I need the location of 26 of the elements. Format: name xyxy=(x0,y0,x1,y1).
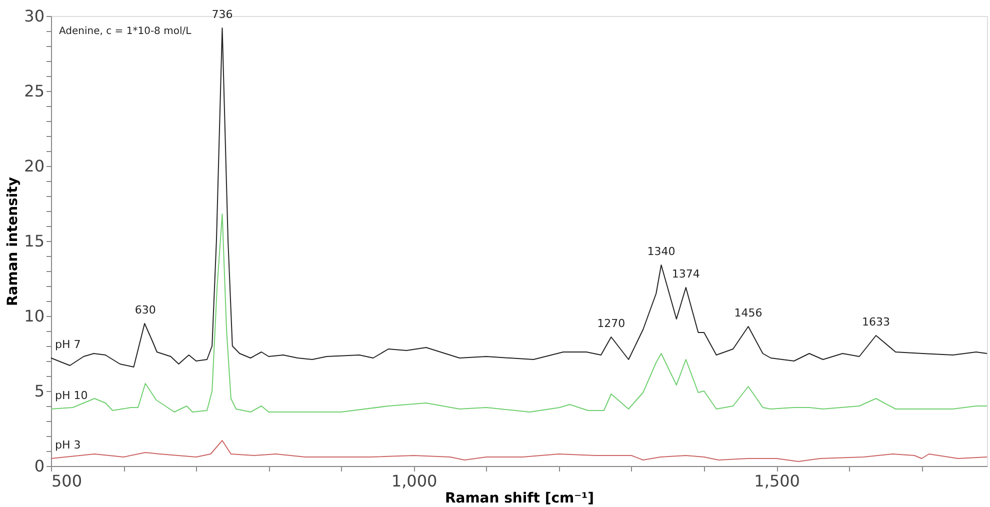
y-tick-label: 20 xyxy=(24,156,44,176)
x-tick-label: 500 xyxy=(52,472,82,490)
annotation: 1270 xyxy=(597,317,626,330)
annotation: 736 xyxy=(212,8,233,21)
series-label: pH 7 xyxy=(55,338,81,351)
annotation: 630 xyxy=(134,304,156,316)
y-tick-label: 5 xyxy=(34,382,44,400)
annotation: Adenine, c = 1*10-8 mol/L xyxy=(59,26,192,37)
y-tick-label: 30 xyxy=(24,6,44,26)
y-tick-label: 25 xyxy=(24,82,44,100)
annotation: 1456 xyxy=(734,306,762,320)
series-label: pH 3 xyxy=(55,438,81,452)
y-tick-label: 15 xyxy=(24,232,44,250)
series-label: pH 10 xyxy=(55,389,88,402)
x-axis-title: Raman shift [cm⁻¹] xyxy=(444,490,594,506)
y-tick-label: 10 xyxy=(24,306,44,326)
x-tick-label: 1,500 xyxy=(754,472,800,490)
line-series xyxy=(50,440,988,462)
y-tick-label: 0 xyxy=(34,456,44,476)
x-tick-label: 1,000 xyxy=(391,472,438,490)
line-series xyxy=(50,214,988,412)
annotation: 1633 xyxy=(862,316,890,328)
line-series xyxy=(50,28,988,368)
y-axis-title: Raman intensity xyxy=(5,177,22,306)
annotation: 1374 xyxy=(672,268,700,280)
annotation: 1340 xyxy=(647,245,676,258)
